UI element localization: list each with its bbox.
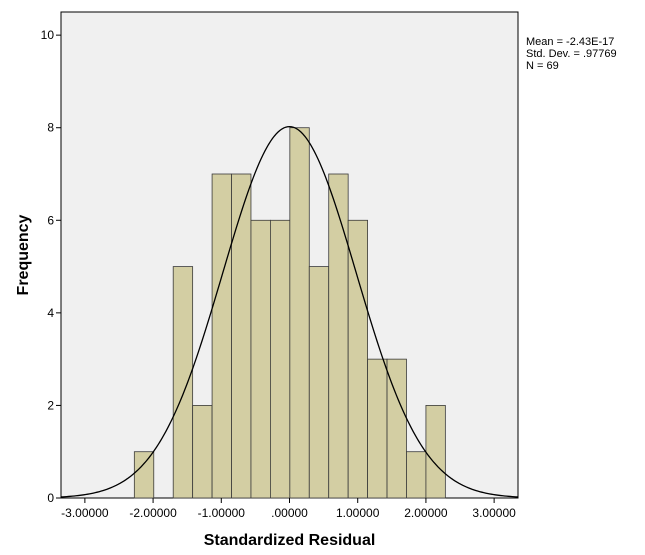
histogram-bar-7 — [289, 127, 310, 499]
histogram-bar-8 — [308, 266, 330, 499]
y-tick-label: 6 — [47, 213, 54, 227]
x-tick-label: -2.00000 — [129, 506, 177, 520]
x-tick-label: -3.00000 — [61, 506, 109, 520]
normal-curve — [60, 125, 519, 498]
x-tick-label: 3.00000 — [472, 506, 516, 520]
histogram-bar-5 — [250, 219, 271, 499]
x-tick-label: 1.00000 — [336, 506, 380, 520]
y-tick-label: 0 — [47, 491, 54, 505]
y-tick-label: 8 — [47, 121, 54, 135]
x-tick-label: .00000 — [271, 506, 308, 520]
stats-mean: Mean = -2.43E-17 — [526, 36, 614, 48]
histogram-bar-4 — [231, 173, 252, 499]
histogram-bar-2 — [192, 405, 213, 499]
histogram-bar-3 — [211, 173, 232, 499]
bars-layer — [133, 127, 446, 499]
histogram-bar-14 — [425, 405, 446, 499]
x-tick-label: 2.00000 — [404, 506, 448, 520]
y-tick-label: 10 — [41, 28, 55, 42]
y-axis-title: Frequency — [15, 214, 32, 295]
stats-std-dev: Std. Dev. = .97769 — [526, 48, 617, 60]
histogram-bar-12 — [386, 358, 407, 499]
histogram-bar-1 — [172, 266, 194, 499]
y-tick-label: 4 — [47, 306, 54, 320]
histogram-bar-13 — [406, 451, 427, 499]
histogram-bar-11 — [367, 358, 388, 499]
histogram-bar-9 — [328, 173, 349, 499]
x-axis-title: Standardized Residual — [204, 532, 376, 549]
histogram-bar-6 — [270, 219, 291, 499]
y-tick-label: 2 — [47, 398, 54, 412]
histogram-bar-0 — [133, 451, 155, 499]
y-axis: 0 2 4 6 8 10 — [41, 28, 61, 505]
statistics-legend: Mean = -2.43E-17 Std. Dev. = .97769 N = … — [526, 36, 617, 72]
x-tick-label: -1.00000 — [198, 506, 246, 520]
stats-n: N = 69 — [526, 60, 559, 72]
x-axis: -3.00000 -2.00000 -1.00000 .00000 1.00000 2.0… — [61, 498, 516, 520]
histogram-bar-10 — [347, 219, 368, 499]
